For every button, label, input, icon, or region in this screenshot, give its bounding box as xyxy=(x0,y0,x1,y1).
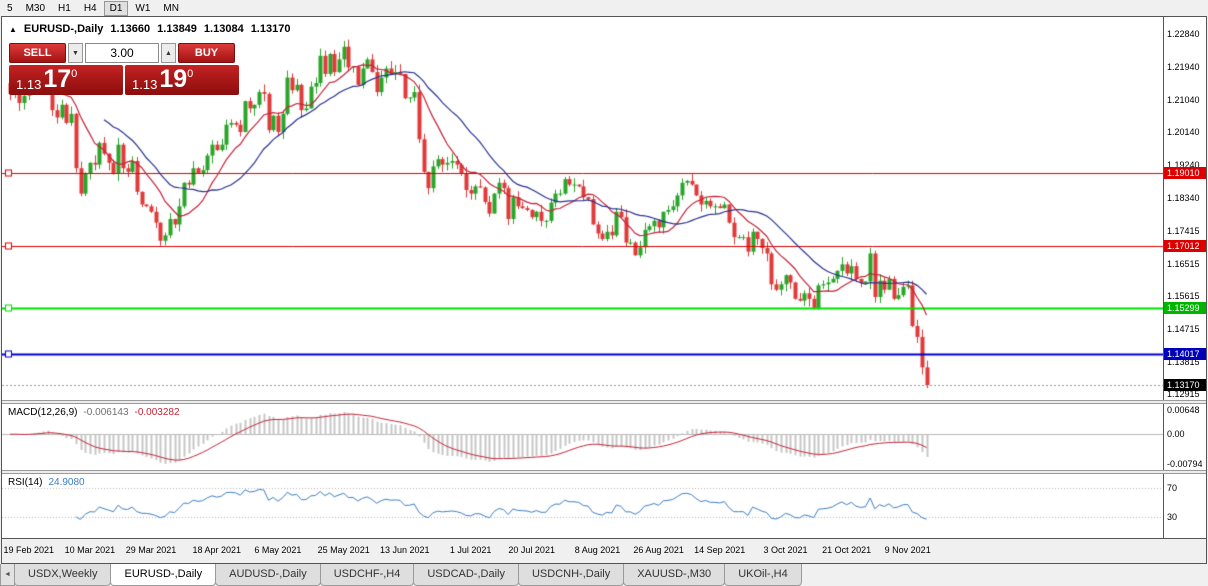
trade-controls-row: SELL ▼ ▲ BUY xyxy=(9,43,241,63)
buy-price-major: 1.13 xyxy=(132,77,158,92)
time-axis-label: 10 Mar 2021 xyxy=(64,545,116,555)
chart-tab-eurusd-daily[interactable]: EURUSD-,Daily xyxy=(110,564,217,586)
time-axis-label: 9 Nov 2021 xyxy=(884,545,931,555)
sell-price-point: 0 xyxy=(71,68,78,80)
rsi-label: RSI(14) 24.9080 xyxy=(8,477,85,488)
time-axis-label: 14 Sep 2021 xyxy=(694,545,746,555)
time-axis-label: 29 Mar 2021 xyxy=(125,545,177,555)
macd-main-value: -0.006143 xyxy=(83,407,129,418)
time-axis-label: 13 Jun 2021 xyxy=(380,545,430,555)
price-axis-label: 1.12915 xyxy=(1167,389,1200,400)
rsi-value: 24.9080 xyxy=(48,477,85,488)
timeframe-toolbar: 5 M30 H1 H4 D1 W1 MN xyxy=(0,0,1208,16)
sell-price-display[interactable]: 1.13 17 0 xyxy=(9,65,123,95)
chart-symbol-label: EURUSD-,Daily xyxy=(23,23,104,35)
timeframe-button-mn[interactable]: MN xyxy=(157,1,185,16)
price-axis-label: 1.20140 xyxy=(1167,127,1200,138)
chart-tab-audusd-daily[interactable]: AUDUSD-,Daily xyxy=(215,564,321,586)
price-axis-label: 1.15615 xyxy=(1167,291,1200,302)
trade-prices-row: 1.13 17 0 1.13 19 0 xyxy=(9,65,241,95)
buy-button[interactable]: BUY xyxy=(178,43,235,63)
time-axis-label: 19 Feb 2021 xyxy=(3,545,55,555)
macd-canvas xyxy=(2,404,1163,470)
time-axis-label: 3 Oct 2021 xyxy=(763,545,808,555)
ohlc-low: 1.13084 xyxy=(203,23,244,35)
sell-button[interactable]: SELL xyxy=(9,43,66,63)
buy-price-display[interactable]: 1.13 19 0 xyxy=(125,65,239,95)
price-axis-label: 1.19240 xyxy=(1167,159,1200,170)
one-click-trading-panel: SELL ▼ ▲ BUY 1.13 17 0 1.13 19 0 xyxy=(9,43,241,95)
price-tag: 1.19010 xyxy=(1164,167,1206,180)
price-axis[interactable]: 1.22840 1.21940 1.21040 1.20140 1.19240 1.183… xyxy=(1163,17,1206,538)
price-axis-label: 1.22840 xyxy=(1167,29,1200,40)
chart-tab-usdx-weekly[interactable]: USDX,Weekly xyxy=(14,564,112,586)
volume-increase-button[interactable]: ▲ xyxy=(161,43,176,63)
rsi-pane-splitter[interactable] xyxy=(2,470,1206,474)
time-axis-label: 18 Apr 2021 xyxy=(192,545,242,555)
chart-window: ▲ EURUSD-,Daily 1.13660 1.13849 1.13084 … xyxy=(1,16,1207,564)
timeframe-button-d1[interactable]: D1 xyxy=(103,0,129,16)
price-axis-label: 1.18340 xyxy=(1167,192,1200,203)
timeframe-button-h1[interactable]: H1 xyxy=(52,1,77,16)
rsi-title: RSI(14) xyxy=(8,477,43,488)
time-axis-label: 20 Jul 2021 xyxy=(508,545,555,555)
price-axis-label: -0.00794 xyxy=(1167,459,1203,469)
price-axis-label: 1.14715 xyxy=(1167,324,1200,335)
timeframe-button-m30[interactable]: M30 xyxy=(20,1,51,16)
timeframe-button-h4[interactable]: H4 xyxy=(78,1,103,16)
buy-price-pips: 19 xyxy=(159,65,188,93)
price-tag: 1.17012 xyxy=(1164,239,1206,252)
price-tag: 1.13170 xyxy=(1164,379,1206,392)
price-axis-label: 0.00648 xyxy=(1167,405,1200,415)
volume-input[interactable] xyxy=(85,43,159,63)
time-axis-label: 26 Aug 2021 xyxy=(633,545,684,555)
buy-price-point: 0 xyxy=(187,68,194,80)
price-axis-label: 1.21040 xyxy=(1167,94,1200,105)
price-axis-label: 1.13815 xyxy=(1167,356,1200,367)
time-axis[interactable]: 19 Feb 2021 10 Mar 2021 29 Mar 2021 18 Apr … xyxy=(2,538,1206,563)
sell-price-pips: 17 xyxy=(43,65,72,93)
price-axis-label: 1.16515 xyxy=(1167,258,1200,269)
time-axis-label: 6 May 2021 xyxy=(254,545,302,555)
price-tag: 1.15299 xyxy=(1164,301,1206,314)
ohlc-high: 1.13849 xyxy=(157,23,197,35)
price-axis-label: 1.17415 xyxy=(1167,226,1200,237)
chart-tabs: USDX,Weekly EURUSD-,Daily AUDUSD-,Daily USD… xyxy=(14,564,802,586)
macd-label: MACD(12,26,9) -0.006143 -0.003282 xyxy=(8,407,180,418)
chart-tab-usdcnh-daily[interactable]: USDCNH-,Daily xyxy=(517,564,625,586)
chart-ohlc-header: ▲ EURUSD-,Daily 1.13660 1.13849 1.13084 … xyxy=(9,23,290,35)
rsi-canvas xyxy=(2,474,1163,538)
time-axis-label: 1 Jul 2021 xyxy=(449,545,492,555)
price-axis-label: 30 xyxy=(1167,511,1178,522)
chart-tab-usdcad-daily[interactable]: USDCAD-,Daily xyxy=(413,564,519,586)
ohlc-close: 1.13170 xyxy=(250,23,291,35)
price-axis-label: 70 xyxy=(1167,483,1178,494)
macd-pane-splitter[interactable] xyxy=(2,400,1206,404)
time-axis-label: 21 Oct 2021 xyxy=(822,545,872,555)
macd-title: MACD(12,26,9) xyxy=(8,407,78,418)
sell-price-major: 1.13 xyxy=(16,77,42,92)
price-axis-label: 0.00 xyxy=(1167,429,1185,440)
timeframe-button-w1[interactable]: W1 xyxy=(129,1,156,16)
time-axis-label: 25 May 2021 xyxy=(317,545,370,555)
volume-decrease-button[interactable]: ▼ xyxy=(68,43,83,63)
tab-scroll-left-button[interactable]: ◄ xyxy=(0,564,15,586)
chart-tab-bar: ◄ USDX,Weekly EURUSD-,Daily AUDUSD-,Daily U… xyxy=(0,564,1208,586)
time-axis-label: 8 Aug 2021 xyxy=(574,545,621,555)
price-tag: 1.14017 xyxy=(1164,348,1206,361)
ohlc-open: 1.13660 xyxy=(110,23,151,35)
chart-tab-usdchf-h4[interactable]: USDCHF-,H4 xyxy=(319,564,415,586)
one-click-toggle-icon[interactable]: ▲ xyxy=(9,24,17,34)
price-axis-label: 1.21940 xyxy=(1167,62,1200,73)
timeframe-button-5[interactable]: 5 xyxy=(1,1,19,16)
macd-signal-value: -0.003282 xyxy=(134,407,180,418)
chart-tab-ukoil-h4[interactable]: UKOil-,H4 xyxy=(724,564,802,586)
chart-tab-xauusd-m30[interactable]: XAUUSD-,M30 xyxy=(623,564,726,586)
